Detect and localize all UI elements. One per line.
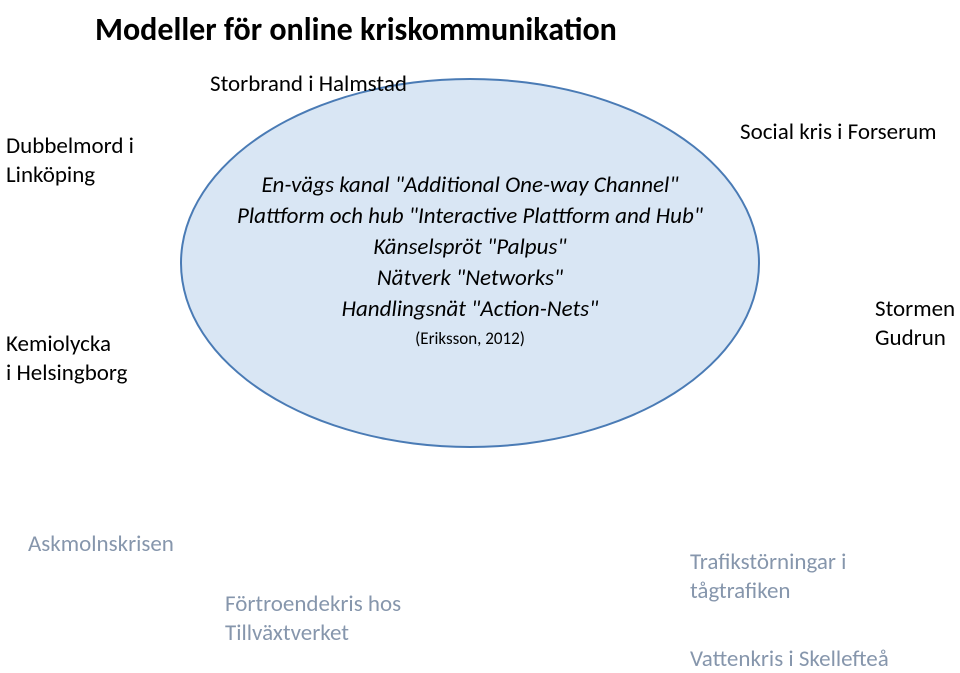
ellipse-line-3: Känselspröt "Palpus" — [200, 232, 740, 263]
bottom-label-left: Askmolnskrisen — [28, 530, 174, 558]
ellipse-line-5: Handlingsnät "Action-Nets" — [200, 294, 740, 325]
outer-label-top-left: Dubbelmord iLinköping — [6, 132, 134, 190]
ellipse-content: En-vägs kanal "Additional One-way Channe… — [200, 170, 740, 349]
page-title: Modeller för online kriskommunikation — [95, 10, 617, 49]
ellipse-cite: (Eriksson, 2012) — [200, 328, 740, 349]
subtitle-label: Storbrand i Halmstad — [210, 70, 407, 98]
outer-label-mid-left: Kemiolyckai Helsingborg — [6, 330, 127, 388]
ellipse-line-2: Plattform och hub "Interactive Plattform… — [200, 201, 740, 232]
bottom-label-center: Förtroendekris hosTillväxtverket — [225, 590, 401, 648]
ellipse-line-4: Nätverk "Networks" — [200, 263, 740, 294]
outer-label-mid-right: StormenGudrun — [875, 295, 955, 353]
bottom-label-right1: Trafikstörningar itågtrafiken — [690, 548, 846, 606]
bottom-label-right2: Vattenkris i Skellefteå — [690, 645, 889, 673]
ellipse-line-1: En-vägs kanal "Additional One-way Channe… — [200, 170, 740, 201]
outer-label-top-right: Social kris i Forserum — [740, 118, 937, 147]
